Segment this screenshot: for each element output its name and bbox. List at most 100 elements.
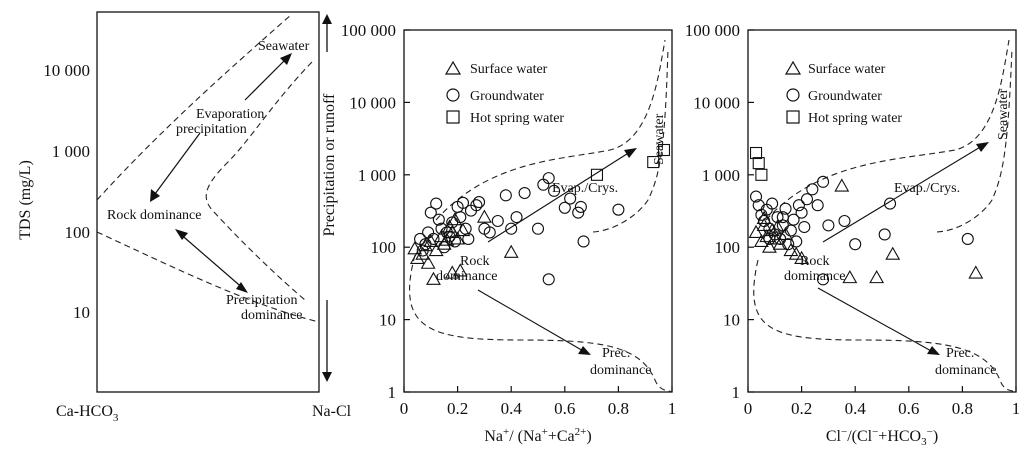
legend-square-icon <box>446 110 460 124</box>
x-tick-label: 1 <box>1012 399 1019 418</box>
panel-c-lower-boundary <box>753 47 1017 393</box>
circle-marker <box>558 201 571 214</box>
circle-marker <box>470 199 483 212</box>
circle-marker <box>531 222 545 235</box>
legend-circle-icon <box>446 88 460 102</box>
panel-a-frame <box>96 11 320 393</box>
panel-c-xlabel: Cl−/(Cl−+HCO3−) <box>826 426 938 448</box>
x-tick-label: 0.6 <box>898 399 919 418</box>
annotation-precipitation: precipitation <box>176 122 247 137</box>
circle-marker <box>427 232 440 246</box>
legend-square-icon <box>786 110 800 124</box>
panel-b-evap-arrow <box>487 151 631 243</box>
x-tick-label: 1 <box>668 399 677 418</box>
square-marker <box>647 156 660 169</box>
triangle-marker <box>761 239 777 253</box>
panel-b-xlabel: Na+/ (Na++Ca2+) <box>484 426 591 445</box>
circle-marker <box>424 206 437 219</box>
side-label-runoff: Precipitation or runoff <box>321 93 338 236</box>
panel-c-upper-boundary <box>765 39 1010 221</box>
panel-a-arrows <box>150 53 292 293</box>
legend-hot-spring-water: Hot spring water <box>808 111 902 126</box>
panel-b-yticks: 1 10 100 1 000 10 000 100 000 <box>341 21 410 402</box>
evaporation-arrow <box>151 132 201 199</box>
circle-marker <box>462 232 475 246</box>
panel-c-points <box>748 146 984 286</box>
y-tick-label: 10 000 <box>349 93 396 112</box>
circle-marker <box>883 197 897 210</box>
x-tick-label: 0.6 <box>554 399 575 418</box>
circle-marker <box>510 211 523 224</box>
annotation-evaporation: Evaporation <box>196 107 264 122</box>
panel-a-ylabel: TDS (mg/L) <box>17 160 34 240</box>
circle-marker <box>800 193 814 206</box>
triangle-marker <box>420 255 436 269</box>
circle-marker <box>574 200 587 213</box>
panel-b-legend: Surface water Groundwater Hot spring wat… <box>444 60 564 126</box>
precipitation-arrow <box>177 231 246 291</box>
panel-b: 1 10 100 1 000 10 000 100 000 0 0.2 0.4 0.6 0.8 1 … <box>341 21 677 445</box>
panel-c-annotation-prec2: dominance <box>935 363 996 378</box>
panel-c-prec-arrow <box>817 287 934 353</box>
panel-b-prec-arrowhead <box>578 346 591 355</box>
panel-a-ytick-10000: 10 000 <box>43 61 90 80</box>
triangle-marker <box>409 250 425 264</box>
x-tick-label: 0 <box>744 399 753 418</box>
circle-marker <box>749 190 763 203</box>
triangle-marker <box>756 210 772 224</box>
panel-a-yticks: 10 100 1 000 10 000 <box>43 61 90 322</box>
square-marker <box>749 146 763 160</box>
circle-marker <box>454 211 467 224</box>
triangle-marker <box>452 263 468 277</box>
triangle-marker <box>794 250 810 264</box>
circle-marker <box>779 202 792 215</box>
circle-marker <box>430 197 443 210</box>
panel-c-xticks: 0 0.2 0.4 0.6 0.8 1 <box>744 386 1019 418</box>
circle-marker <box>776 211 789 224</box>
annotation-seawater: Seawater <box>258 39 310 54</box>
annotation-precipitation-line1: Precipitation <box>226 293 298 308</box>
y-tick-label: 1 000 <box>358 166 396 185</box>
circle-marker <box>792 199 805 212</box>
annotation-rock-dominance: Rock dominance <box>107 208 201 223</box>
circle-marker <box>577 235 590 248</box>
triangle-marker <box>885 246 901 260</box>
y-tick-label: 100 <box>371 238 397 257</box>
circle-marker <box>542 172 555 185</box>
panel-a-xlabel-right: Na-Cl <box>312 403 352 420</box>
circle-marker <box>961 232 974 246</box>
circle-marker <box>448 235 461 248</box>
circle-marker <box>816 175 830 188</box>
square-marker <box>752 157 765 170</box>
panel-b-frame <box>403 29 673 393</box>
square-marker <box>590 168 604 181</box>
panel-c-legend: Surface water Groundwater Hot spring wat… <box>784 60 902 126</box>
circle-marker <box>822 219 835 232</box>
circle-marker <box>542 273 555 286</box>
y-tick-label: 10 000 <box>693 93 740 112</box>
legend-groundwater: Groundwater <box>470 89 544 104</box>
x-tick-label: 0 <box>400 399 409 418</box>
triangle-marker <box>476 209 492 223</box>
triangle-marker <box>869 270 885 284</box>
annotation-precipitation-line2: dominance <box>241 308 302 323</box>
triangle-marker <box>968 265 984 279</box>
legend-circle-icon <box>786 88 800 102</box>
runoff-arrowhead-down <box>322 372 332 382</box>
y-tick-label: 100 000 <box>341 21 396 40</box>
x-tick-label: 0.4 <box>845 399 867 418</box>
circle-marker <box>491 214 504 228</box>
circle-marker <box>499 189 512 202</box>
circle-marker <box>790 235 803 248</box>
panel-c-annotation-rock2: dominance <box>784 269 845 284</box>
square-marker <box>657 143 671 157</box>
panel-b-lower-boundary <box>409 47 673 393</box>
precipitation-arrowhead-up <box>175 229 188 240</box>
circle-marker <box>798 220 811 234</box>
panel-c-annotation-rock: Rock <box>800 254 830 269</box>
panel-b-annotation-prec: Prec. <box>602 346 630 361</box>
panel-c-prec-arrowhead <box>927 346 940 355</box>
circle-marker <box>758 214 771 228</box>
triangle-marker <box>842 270 858 284</box>
circle-marker <box>472 196 486 209</box>
